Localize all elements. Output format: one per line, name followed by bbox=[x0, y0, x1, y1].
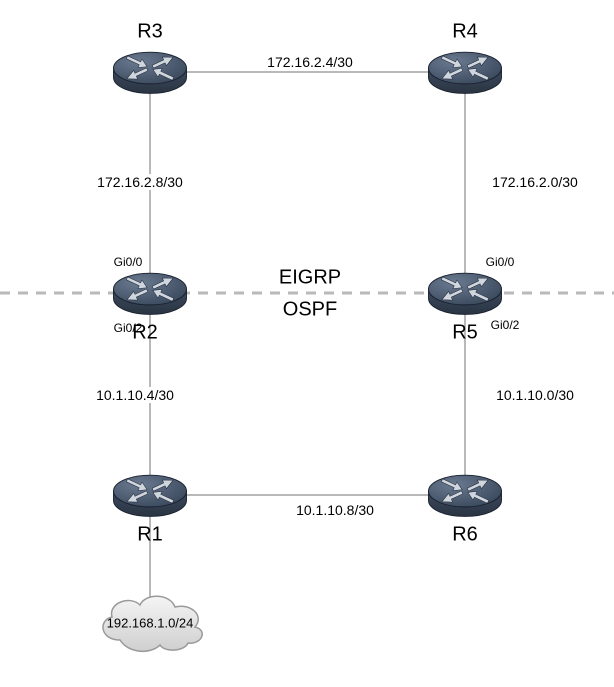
router-R6 bbox=[425, 472, 505, 518]
link-label-R5-R6: 10.1.10.0/30 bbox=[494, 387, 576, 403]
router-R5 bbox=[425, 270, 505, 316]
protocol-label-OSPF: OSPF bbox=[283, 299, 337, 322]
link-label-R1-R6: 10.1.10.8/30 bbox=[294, 502, 376, 518]
router-label-R4: R4 bbox=[452, 21, 478, 44]
router-label-R3: R3 bbox=[137, 21, 163, 44]
iface-label-1: Gi0/2 bbox=[114, 321, 143, 335]
iface-label-3: Gi0/2 bbox=[491, 318, 520, 332]
link-label-R3-R4: 172.16.2.4/30 bbox=[265, 54, 355, 70]
link-label-R4-R5: 172.16.2.0/30 bbox=[490, 174, 580, 190]
router-R1 bbox=[110, 472, 190, 518]
cloud-label: 192.168.1.0/24 bbox=[107, 616, 194, 631]
router-label-R5: R5 bbox=[452, 322, 478, 345]
iface-label-2: Gi0/0 bbox=[486, 255, 515, 269]
router-label-R6: R6 bbox=[452, 524, 478, 547]
protocol-label-EIGRP: EIGRP bbox=[279, 267, 341, 290]
router-label-R1: R1 bbox=[137, 524, 163, 547]
router-R4 bbox=[425, 49, 505, 95]
link-label-R3-R2: 172.16.2.8/30 bbox=[95, 174, 185, 190]
router-R3 bbox=[110, 49, 190, 95]
link-label-R2-R1: 10.1.10.4/30 bbox=[94, 387, 176, 403]
router-R2 bbox=[110, 270, 190, 316]
iface-label-0: Gi0/0 bbox=[114, 255, 143, 269]
